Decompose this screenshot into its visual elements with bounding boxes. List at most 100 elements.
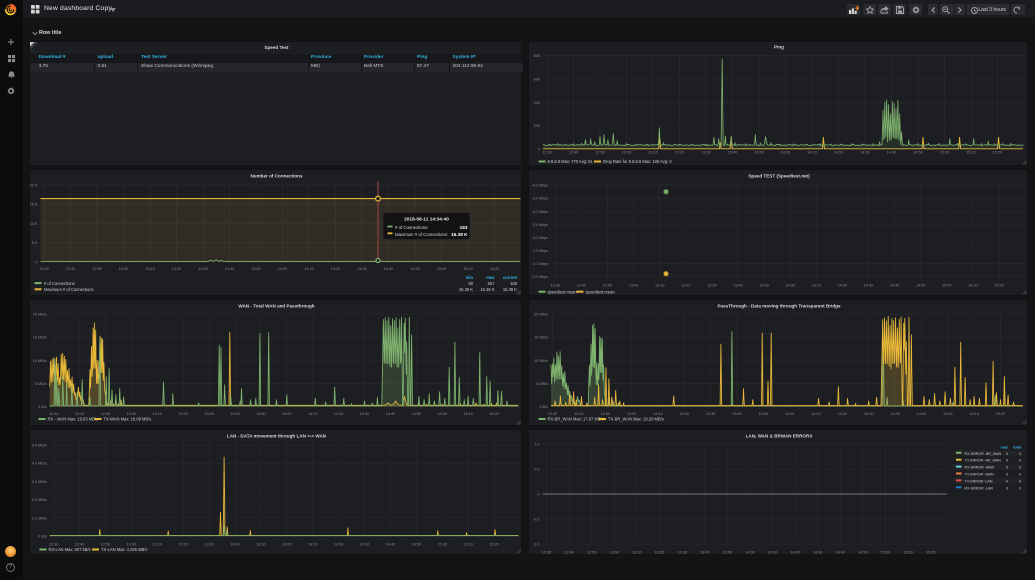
svg-text:# of Connections: # of Connections — [44, 281, 75, 286]
svg-text:0.5: 0.5 — [534, 468, 539, 472]
svg-text:188: 188 — [510, 281, 518, 286]
svg-text:12:50: 12:50 — [587, 550, 597, 554]
svg-text:3.0 MB/s: 3.0 MB/s — [32, 480, 47, 484]
svg-text:14:40: 14:40 — [386, 543, 396, 547]
svg-text:3.0 Mbps: 3.0 Mbps — [532, 210, 548, 214]
svg-text:4.0 Mbps: 4.0 Mbps — [532, 184, 548, 188]
svg-text:13:20: 13:20 — [679, 412, 689, 416]
svg-text:13:30: 13:30 — [204, 543, 214, 547]
svg-text:12:50: 12:50 — [600, 412, 610, 416]
svg-text:13:50: 13:50 — [759, 284, 769, 288]
svg-text:183: 183 — [460, 225, 468, 230]
svg-text:2018-08-11 14:34:40: 2018-08-11 14:34:40 — [404, 217, 449, 223]
svg-text:14:40: 14:40 — [890, 284, 900, 288]
svg-text:20 MB/s: 20 MB/s — [33, 313, 47, 317]
svg-text:15:20: 15:20 — [490, 267, 500, 271]
svg-text:LAN, WAN & BRWAN ERRORS: LAN, WAN & BRWAN ERRORS — [746, 433, 813, 438]
svg-text:0 B/s: 0 B/s — [38, 405, 47, 409]
svg-text:16.38 K: 16.38 K — [459, 287, 473, 292]
svg-text:0: 0 — [1006, 466, 1008, 470]
svg-text:LAN - DATA movement through LA: LAN - DATA movement through LAN <-> WAN — [227, 433, 327, 438]
svg-text:13:50: 13:50 — [759, 412, 769, 416]
svg-text:13:50: 13:50 — [256, 543, 266, 547]
svg-text:# of Connections:: # of Connections: — [395, 225, 428, 230]
svg-text:14:40: 14:40 — [890, 412, 900, 416]
svg-text:0: 0 — [538, 148, 540, 152]
svg-text:0: 0 — [1019, 452, 1021, 456]
svg-text:15:10: 15:10 — [903, 550, 913, 554]
svg-text:14:40: 14:40 — [386, 412, 396, 416]
svg-text:TX-LAN Max: 4.325 MB/s: TX-LAN Max: 4.325 MB/s — [101, 547, 147, 552]
svg-text:14:40: 14:40 — [384, 267, 394, 271]
svg-text:0: 0 — [1006, 479, 1008, 483]
svg-text:13:30: 13:30 — [198, 267, 208, 271]
svg-text:800: 800 — [534, 54, 540, 58]
svg-text:15:20: 15:20 — [489, 543, 499, 547]
svg-text:400: 400 — [534, 101, 540, 105]
svg-text:14:00: 14:00 — [781, 151, 791, 155]
svg-text:12:50: 12:50 — [92, 267, 102, 271]
svg-text:RX - WAN Max: 19.03 MB/s: RX - WAN Max: 19.03 MB/s — [48, 417, 99, 422]
svg-text:TX-ERROR -WAN: TX-ERROR -WAN — [965, 473, 995, 477]
svg-text:13:10: 13:10 — [648, 151, 658, 155]
svg-text:14:50: 14:50 — [916, 284, 926, 288]
svg-text:13:40: 13:40 — [230, 543, 240, 547]
svg-text:13:30: 13:30 — [707, 284, 717, 288]
svg-text:600: 600 — [534, 77, 540, 81]
svg-text:13:10: 13:10 — [653, 412, 663, 416]
svg-text:14:10: 14:10 — [308, 543, 318, 547]
svg-text:12:40: 12:40 — [564, 550, 574, 554]
svg-text:10 MB/s: 10 MB/s — [534, 359, 548, 363]
svg-text:0: 0 — [1006, 459, 1008, 463]
svg-text:15:10: 15:10 — [969, 412, 979, 416]
svg-text:13:50: 13:50 — [256, 412, 266, 416]
svg-text:12:50: 12:50 — [603, 284, 613, 288]
svg-text:14:20: 14:20 — [331, 267, 341, 271]
svg-text:13:50: 13:50 — [723, 550, 733, 554]
svg-text:14:30: 14:30 — [864, 412, 874, 416]
svg-text:max: max — [486, 275, 495, 280]
svg-text:20 MB/s: 20 MB/s — [534, 313, 548, 317]
svg-text:14:50: 14:50 — [412, 412, 422, 416]
svg-text:14:40: 14:40 — [887, 151, 897, 155]
svg-text:speedtest.mean: speedtest.mean — [548, 289, 578, 294]
svg-text:15:00: 15:00 — [437, 412, 447, 416]
svg-text:0: 0 — [537, 493, 539, 497]
svg-text:TX-BR_WAN Max: 19.20 MB/s: TX-BR_WAN Max: 19.20 MB/s — [608, 417, 664, 422]
svg-text:14:10: 14:10 — [811, 412, 821, 416]
svg-text:15:10: 15:10 — [966, 151, 976, 155]
svg-text:14:40: 14:40 — [836, 550, 846, 554]
svg-text:min: min — [466, 275, 474, 280]
svg-text:max: max — [1001, 446, 1009, 450]
svg-text:14:20: 14:20 — [838, 412, 848, 416]
svg-text:13:40: 13:40 — [733, 284, 743, 288]
svg-text:13:40: 13:40 — [225, 267, 235, 271]
svg-text:13:20: 13:20 — [178, 543, 188, 547]
svg-text:13:50: 13:50 — [754, 151, 764, 155]
svg-text:0: 0 — [1006, 452, 1008, 456]
svg-text:0.5 Mbps: 0.5 Mbps — [532, 275, 548, 279]
svg-text:14:30: 14:30 — [360, 543, 370, 547]
svg-text:13:30: 13:30 — [706, 412, 716, 416]
svg-text:current: current — [503, 275, 518, 280]
svg-text:15:10: 15:10 — [463, 412, 473, 416]
svg-text:12:30: 12:30 — [49, 543, 59, 547]
svg-text:Number of Connections: Number of Connections — [250, 173, 303, 178]
svg-text:1.0: 1.0 — [534, 443, 539, 447]
svg-text:14:20: 14:20 — [334, 412, 344, 416]
svg-text:13:40: 13:40 — [230, 412, 240, 416]
svg-text:13:50: 13:50 — [251, 267, 261, 271]
svg-text:15:20: 15:20 — [993, 151, 1003, 155]
svg-text:13:10: 13:10 — [145, 267, 155, 271]
svg-text:TX-WAN Max: 18.08 MB/s: TX-WAN Max: 18.08 MB/s — [104, 417, 152, 422]
svg-text:16.38 K: 16.38 K — [503, 287, 517, 292]
svg-text:2.5 Mbps: 2.5 Mbps — [532, 223, 548, 227]
svg-text:13:30: 13:30 — [677, 550, 687, 554]
svg-text:14:00: 14:00 — [282, 412, 292, 416]
svg-text:12:30: 12:30 — [39, 267, 49, 271]
svg-text:0 B/s: 0 B/s — [38, 535, 47, 539]
svg-text:12:30: 12:30 — [551, 284, 561, 288]
svg-text:12:40: 12:40 — [75, 412, 85, 416]
svg-text:13:00: 13:00 — [629, 284, 639, 288]
svg-text:13:40: 13:40 — [732, 412, 742, 416]
